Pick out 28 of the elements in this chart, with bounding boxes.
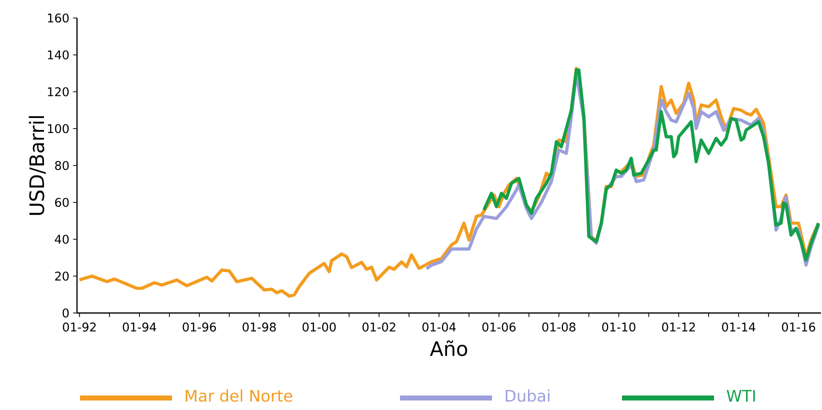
x-tick-label: 01-06 <box>482 322 516 332</box>
x-axis-title: Año <box>430 340 468 356</box>
x-tick-label: 01-96 <box>182 322 216 332</box>
x-tick-label: 01-00 <box>302 322 336 332</box>
line-series <box>482 68 820 262</box>
text: Dubai <box>506 389 550 402</box>
text: Mar del Norte <box>186 389 292 402</box>
x-tick-label: 01-12 <box>662 322 695 332</box>
x-tick-label: 01-98 <box>242 322 276 332</box>
x-tick-label: 01-02 <box>362 322 396 332</box>
x-tick-label: 01-10 <box>602 322 636 332</box>
y-axis-title: USD/Barril <box>28 116 46 215</box>
y-tick-label: 20 <box>55 272 69 281</box>
y-tick-label: 80 <box>55 160 69 170</box>
y-tick-label: 120 <box>48 87 69 96</box>
y-tick-label: 160 <box>48 13 69 23</box>
y-tick-label: 140 <box>48 50 69 60</box>
x-tick-label: 01-94 <box>122 322 156 332</box>
x-tick-label: 01-04 <box>422 322 456 332</box>
y-tick-label: 0 <box>62 308 69 318</box>
y-tick-label: 60 <box>55 198 69 207</box>
x-tick-label: 01-16 <box>782 322 816 332</box>
y-tick-label: 100 <box>48 124 69 134</box>
x-tick-label: 01-14 <box>722 322 756 332</box>
x-tick-label: 01-08 <box>542 322 576 332</box>
y-tick-label: 40 <box>54 234 69 244</box>
text: WTI <box>726 390 755 402</box>
x-tick-label: 01-92 <box>62 322 96 332</box>
